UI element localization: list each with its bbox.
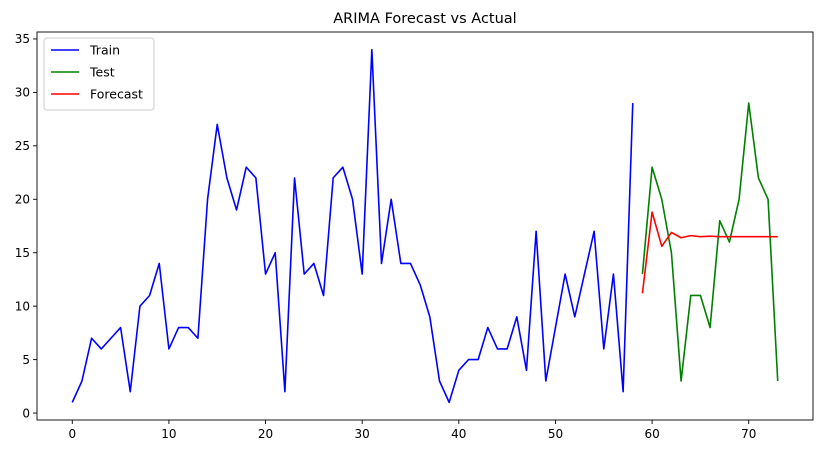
axes: 0 10 20 30 40 50 60 70 0 5 10 15 20 25 30 35	[15, 31, 814, 441]
x-tick-label: 70	[741, 427, 756, 441]
series-line-forecast	[641, 211, 778, 294]
series-line-train	[71, 48, 634, 404]
legend-box	[43, 37, 155, 111]
y-tick-label: 10	[15, 299, 30, 313]
x-tick-label: 60	[644, 427, 659, 441]
y-tick-label: 35	[15, 32, 30, 46]
y-tick-label: 0	[22, 406, 30, 420]
axes-frame	[36, 31, 814, 421]
legend-label-forecast: Forecast	[90, 87, 143, 102]
x-tick-label: 50	[548, 427, 563, 441]
y-tick-label: 15	[15, 246, 30, 260]
x-tick-label: 0	[68, 427, 76, 441]
y-tick-label: 20	[15, 193, 30, 207]
y-tick-label: 5	[22, 353, 30, 367]
legend-label-train: Train	[89, 43, 120, 58]
y-tick-label: 30	[15, 86, 30, 100]
x-tick-label: 10	[161, 427, 176, 441]
x-tick-label: 20	[258, 427, 273, 441]
legend-label-test: Test	[89, 65, 115, 80]
legend: Train Test Forecast	[43, 37, 155, 111]
chart-title: ARIMA Forecast vs Actual	[333, 11, 516, 27]
series-lines	[71, 48, 779, 404]
x-tick-label: 40	[451, 427, 466, 441]
series-line-test	[641, 102, 779, 382]
x-tick-label: 30	[355, 427, 370, 441]
y-tick-label: 25	[15, 139, 30, 153]
plot-area	[71, 48, 779, 404]
